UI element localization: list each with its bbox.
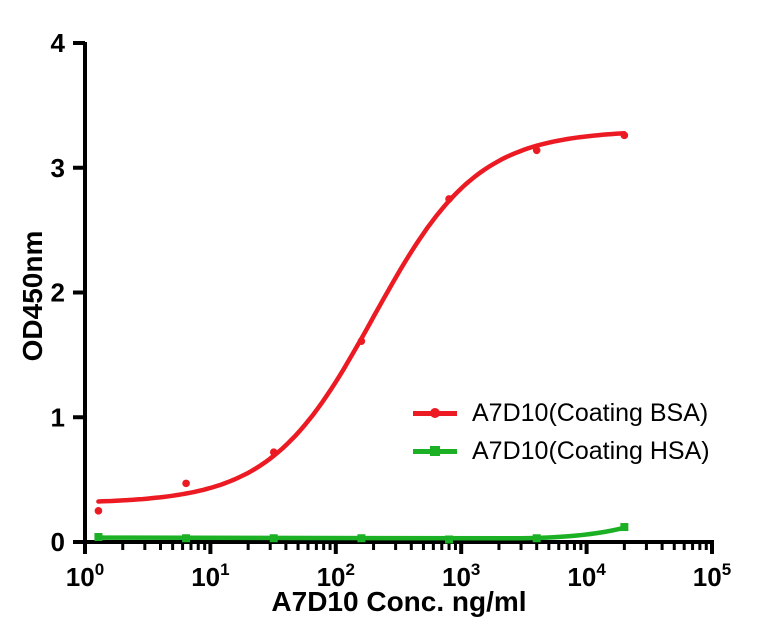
data-point-square bbox=[620, 523, 629, 532]
legend-swatch-hsa bbox=[413, 432, 457, 470]
data-point-square bbox=[182, 534, 191, 543]
y-tick-label: 4 bbox=[51, 28, 66, 58]
curve-a7d10-coating-hsa- bbox=[96, 525, 627, 541]
x-tick-label: 104 bbox=[567, 560, 606, 592]
x-tick-label: 105 bbox=[693, 560, 731, 592]
x-tick-label: 102 bbox=[317, 560, 355, 592]
data-point-square bbox=[357, 534, 366, 543]
x-tick-label: 101 bbox=[191, 560, 229, 592]
y-tick-label: 0 bbox=[51, 527, 65, 557]
legend-square-marker-icon bbox=[430, 446, 440, 456]
data-point-square bbox=[269, 534, 278, 543]
data-point-square bbox=[94, 533, 103, 542]
data-point-square bbox=[445, 535, 454, 544]
legend-item-coating-bsa: A7D10(Coating BSA) bbox=[413, 394, 710, 432]
data-point-circle bbox=[620, 131, 629, 140]
y-tick-label: 3 bbox=[51, 153, 65, 183]
data-point-circle bbox=[532, 146, 541, 155]
legend-swatch-bsa bbox=[413, 394, 457, 432]
data-point-square bbox=[532, 534, 541, 543]
data-point-circle bbox=[445, 195, 453, 203]
data-point-circle bbox=[94, 507, 103, 515]
legend-circle-marker-icon bbox=[430, 408, 440, 418]
x-tick-label: 103 bbox=[442, 560, 480, 592]
data-point-circle bbox=[269, 448, 278, 456]
legend-label-hsa: A7D10(Coating HSA) bbox=[472, 436, 710, 465]
data-point-circle bbox=[357, 337, 366, 345]
x-axis-title: A7D10 Conc. ng/ml bbox=[271, 586, 527, 617]
x-tick-label: 100 bbox=[66, 560, 104, 592]
legend-item-coating-hsa: A7D10(Coating HSA) bbox=[413, 432, 710, 470]
y-tick-label: 2 bbox=[51, 278, 65, 308]
legend-label-bsa: A7D10(Coating BSA) bbox=[472, 398, 709, 427]
data-point-circle bbox=[182, 479, 190, 488]
y-tick-label: 1 bbox=[51, 402, 65, 432]
y-axis-title: OD450nm bbox=[17, 230, 48, 362]
legend: A7D10(Coating BSA) A7D10(Coating HSA) bbox=[413, 394, 710, 470]
